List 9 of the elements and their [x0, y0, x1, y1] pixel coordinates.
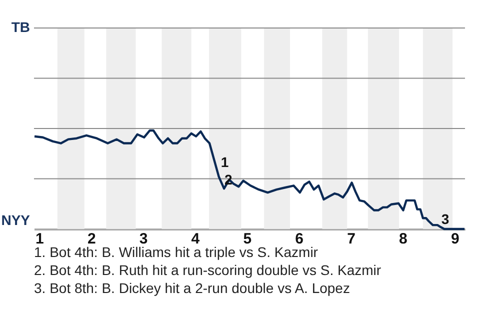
x-tick-label: 8 — [399, 230, 408, 248]
text: TB — [11, 19, 30, 35]
text: 2. Bot 4th: B. Ruth hit a run-scoring double vs S. Kazmir — [34, 262, 382, 278]
x-tick-label: 9 — [450, 230, 460, 248]
annotation: 1 — [220, 154, 229, 170]
annotation: 3 — [441, 211, 450, 227]
text: NYY — [1, 212, 31, 228]
text: 3. Bot 8th: B. Dickey hit a 2-run double vs A. Lopez — [34, 280, 350, 296]
x-tick-label: 7 — [347, 230, 356, 248]
